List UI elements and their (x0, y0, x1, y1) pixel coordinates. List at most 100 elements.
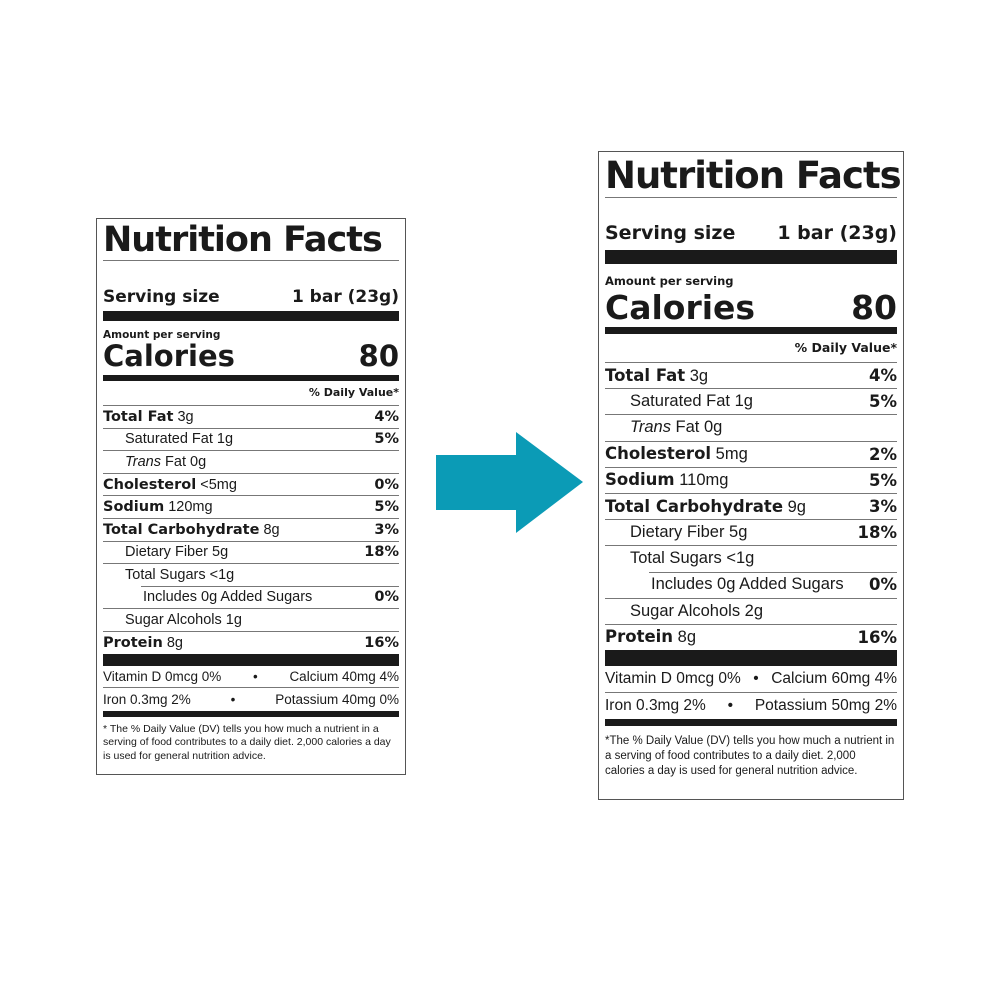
nutrient-name: Total Fat (605, 365, 686, 385)
amount-per-serving: Amount per serving (605, 274, 734, 288)
iron: Iron 0.3mg 2% (605, 696, 706, 714)
nutrient-dv: 5% (868, 470, 897, 490)
nutrient-name: Sodium (103, 499, 165, 516)
nutrient-name: Dietary Fiber (125, 544, 208, 561)
nutrient-row-added-sugars: Includes 0g Added Sugars 0% (103, 585, 399, 609)
serving-size-label: Serving size (605, 222, 736, 244)
nutrient-dv: 18% (857, 523, 898, 543)
nutrient-dv: 16% (364, 634, 399, 651)
nutrient-amount: <1g (726, 549, 755, 568)
divider (103, 260, 399, 261)
nutrient-name: Cholesterol (605, 444, 712, 464)
nutrient-name: Cholesterol (103, 476, 197, 493)
nutrient-row-cholesterol: Cholesterol <5mg 0% (103, 472, 399, 496)
bullet: • (253, 668, 258, 684)
nutrient-dv: 5% (374, 431, 399, 448)
nutrient-dv: 16% (857, 627, 898, 647)
nutrient-row-sodium: Sodium 120mg 5% (103, 495, 399, 518)
nutrient-amount: 1g (216, 431, 234, 448)
thick-divider (605, 250, 897, 264)
nutrient-name: Total Sugars (125, 566, 206, 583)
nutrient-amount: 5mg (715, 445, 748, 464)
serving-size-value: 1 bar (23g) (291, 287, 399, 307)
thick-divider (103, 311, 399, 321)
nutrient-row-saturated-fat: Saturated Fat 1g 5% (605, 388, 897, 414)
nutrient-amount: 8g (166, 634, 183, 651)
nutrient-name: Sugar Alcohols (630, 601, 741, 620)
nutrition-label-old: Nutrition Facts Serving size 1 bar (23g)… (96, 218, 406, 775)
nutrient-name: Total Sugars (630, 549, 722, 568)
nutrient-name: Trans (125, 453, 161, 470)
nutrient-amount: 120mg (168, 499, 213, 516)
nutrient-name: Total Fat (103, 408, 174, 425)
footnote: *The % Daily Value (DV) tells you how mu… (605, 735, 895, 777)
nutrient-name: Includes 0g Added Sugars (143, 589, 313, 606)
nutrient-row-cholesterol: Cholesterol 5mg 2% (605, 440, 897, 467)
nutrient-name: Protein (103, 634, 163, 651)
nutrient-amount: 5g (729, 523, 748, 542)
daily-value-header: % Daily Value* (308, 386, 399, 399)
nutrient-row-dietary-fiber: Dietary Fiber 5g 18% (103, 540, 399, 564)
minerals-row: Iron 0.3mg 2% • Potassium 40mg 0% (103, 688, 399, 711)
calories-value: 80 (358, 339, 399, 373)
nutrient-row-total-fat: Total Fat 3g 4% (605, 362, 897, 388)
nutrient-row-protein: Protein 8g 16% (103, 630, 399, 654)
nutrient-row-trans-fat: Trans Fat 0g (605, 414, 897, 440)
nutrient-row-trans-fat: Trans Fat 0g (103, 450, 399, 473)
nutrient-dv: 3% (868, 497, 897, 517)
nutrient-name-suffix: Fat (675, 418, 700, 437)
nutrient-amount: 110mg (679, 471, 729, 490)
nutrient-amount: 8g (263, 521, 280, 538)
nutrient-dv: 2% (868, 444, 897, 464)
nutrient-name: Saturated Fat (630, 392, 730, 411)
nutrient-amount: 0g (190, 453, 207, 470)
minerals-row: Vitamin D 0mcg 0% • Calcium 60mg 4% (605, 666, 897, 693)
nutrient-dv: 5% (868, 392, 897, 412)
nutrient-name: Protein (605, 627, 674, 647)
bullet: • (230, 691, 236, 707)
nutrient-name: Sugar Alcohols (125, 612, 222, 629)
nutrient-dv: 0% (374, 476, 399, 493)
nutrient-amount: 0g (703, 418, 723, 437)
nutrient-amount: 2g (744, 601, 764, 620)
nutrient-name: Saturated Fat (125, 431, 213, 448)
vitamin-d: Vitamin D 0mcg 0% (103, 668, 222, 684)
medium-divider (103, 710, 399, 717)
potassium: Potassium 40mg 0% (275, 691, 399, 707)
nutrient-row-total-sugars: Total Sugars <1g (103, 563, 399, 586)
label-title: Nutrition Facts (605, 154, 902, 197)
nutrient-row-dietary-fiber: Dietary Fiber 5g 18% (605, 519, 897, 545)
nutrient-name: Sodium (605, 470, 675, 490)
calcium: Calcium 60mg 4% (771, 669, 897, 687)
medium-divider (605, 719, 897, 727)
nutrient-amount: 9g (787, 497, 806, 516)
nutrient-dv: 0% (868, 575, 897, 595)
nutrient-amount: 1g (734, 392, 753, 411)
calcium: Calcium 40mg 4% (289, 668, 399, 684)
nutrient-dv: 4% (868, 366, 897, 386)
medium-divider (605, 327, 897, 334)
daily-value-header: % Daily Value* (794, 340, 897, 355)
nutrient-name: Total Carbohydrate (103, 521, 260, 538)
nutrient-row-total-carbohydrate: Total Carbohydrate 8g 3% (103, 517, 399, 541)
minerals-row: Vitamin D 0mcg 0% • Calcium 40mg 4% (103, 666, 399, 689)
nutrient-dv: 5% (374, 499, 399, 516)
nutrient-amount: <5mg (200, 476, 237, 493)
footnote: * The % Daily Value (DV) tells you how m… (103, 722, 391, 762)
calories-label: Calories (103, 339, 235, 373)
nutrient-row-saturated-fat: Saturated Fat 1g 5% (103, 427, 399, 451)
right-arrow-icon (436, 432, 583, 533)
divider (605, 197, 897, 198)
nutrient-row-sugar-alcohols: Sugar Alcohols 1g (103, 608, 399, 631)
calories-row: Calories 80 (103, 341, 399, 371)
serving-size-row: Serving size 1 bar (23g) (103, 261, 399, 311)
serving-size-row: Serving size 1 bar (23g) (605, 198, 897, 250)
nutrient-dv: 18% (364, 544, 399, 561)
nutrition-label-new: Nutrition Facts Serving size 1 bar (23g)… (598, 151, 904, 800)
thick-divider (605, 650, 897, 667)
minerals-row: Iron 0.3mg 2% • Potassium 50mg 2% (605, 693, 897, 720)
serving-size-label: Serving size (103, 287, 220, 307)
nutrient-amount: 5g (212, 544, 229, 561)
label-title: Nutrition Facts (103, 220, 383, 260)
nutrient-name: Trans (630, 418, 671, 437)
